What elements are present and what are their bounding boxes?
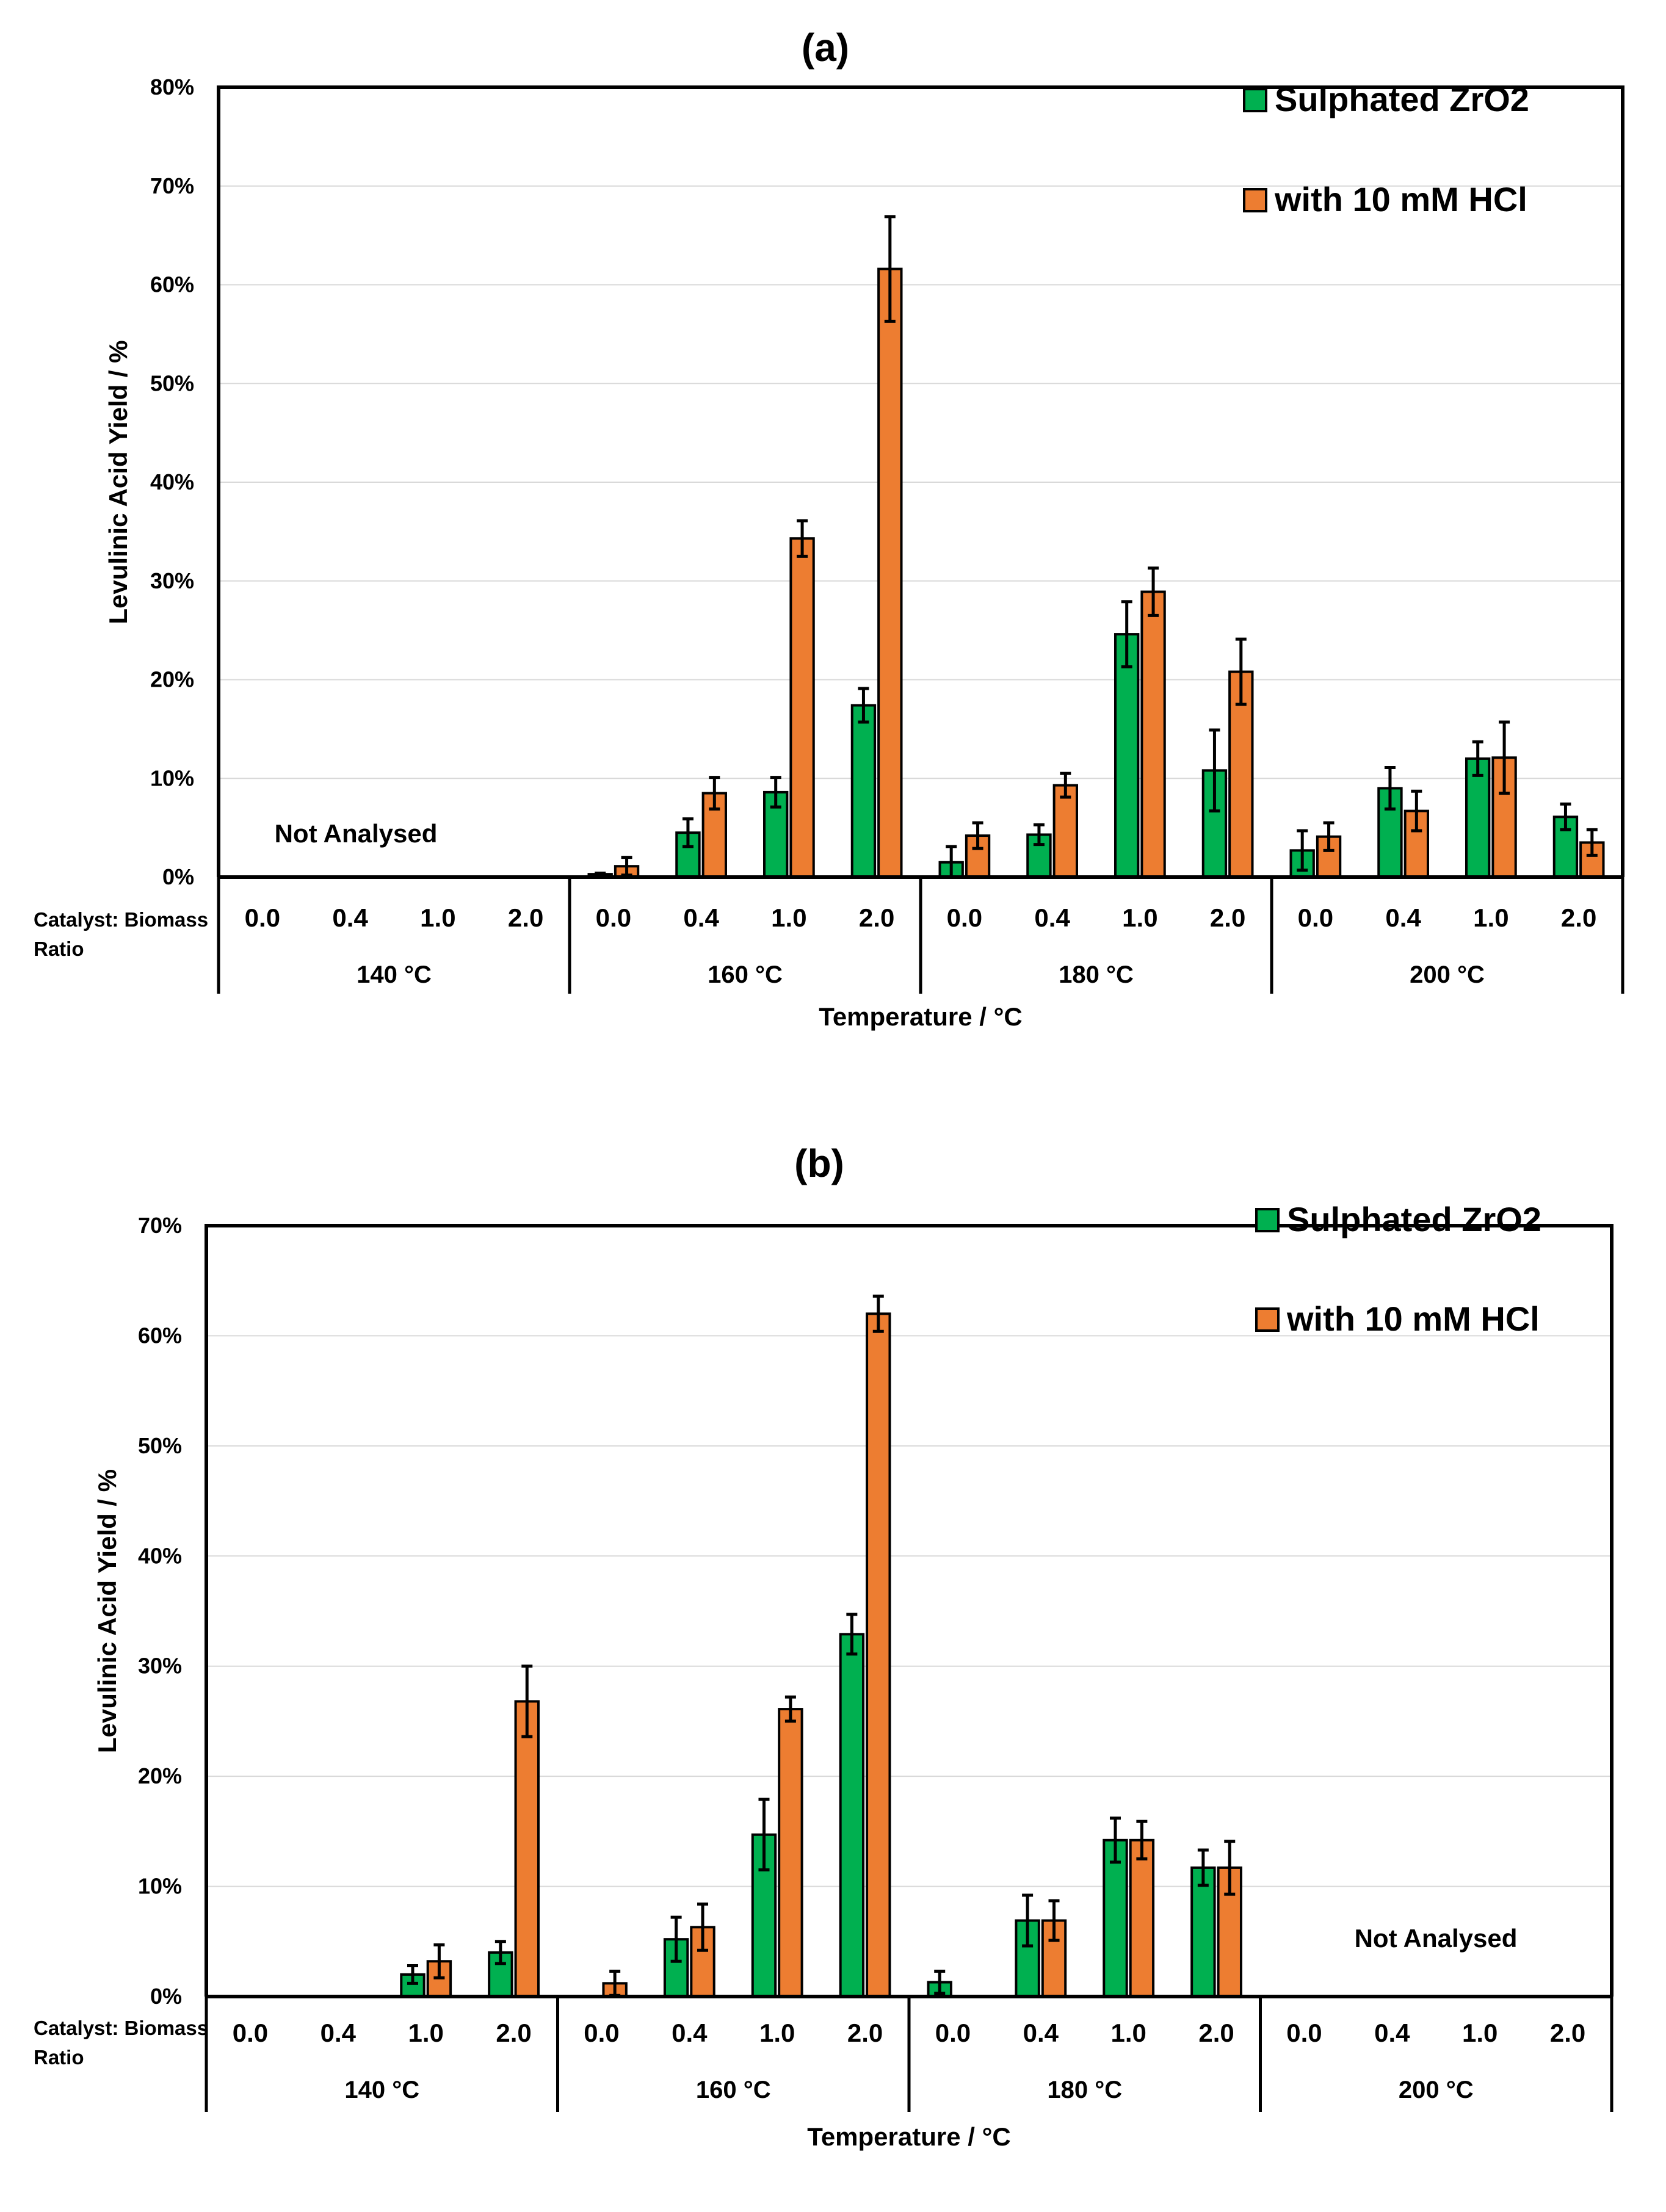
- y-tick-label: 60%: [150, 272, 194, 297]
- y-tick-label: 40%: [138, 1543, 182, 1568]
- bar-hcl-9: [1052, 784, 1078, 879]
- temperature-group-label: 140 °C: [344, 2076, 419, 2103]
- ratio-tick-label: 2.0: [1210, 903, 1245, 932]
- bar-sulphated-zro2-11: [1190, 1866, 1216, 1998]
- y-tick-label: 60%: [138, 1323, 182, 1348]
- ratio-tick-label: 0.4: [683, 903, 719, 932]
- bar-hcl-7: [866, 1312, 891, 1998]
- bar-hcl-7: [877, 267, 903, 878]
- temperature-group-label: 160 °C: [696, 2076, 771, 2103]
- ratio-tick-label: 1.0: [771, 903, 806, 932]
- ratio-tick-label: 1.0: [1473, 903, 1508, 932]
- ratio-tick-label: 0.4: [1023, 2019, 1059, 2047]
- plot-frame: [217, 85, 1624, 877]
- ratio-tick-label: 1.0: [420, 903, 455, 932]
- y-tick-label: 40%: [150, 469, 194, 494]
- y-tick-label: 20%: [138, 1763, 182, 1788]
- ratio-tick-label: 0.4: [1034, 903, 1070, 932]
- y-axis-title: Levulinic Acid Yield / %: [104, 340, 132, 624]
- ratio-tick-label: 0.0: [1298, 903, 1333, 932]
- y-tick-label: 10%: [138, 1874, 182, 1899]
- ratio-tick-label: 0.0: [1286, 2019, 1322, 2047]
- ratio-tick-label: 2.0: [1550, 2019, 1585, 2047]
- y-tick-label: 10%: [150, 765, 194, 790]
- chart-panel-b: (b) 0% 10% 20% 30% 40% 50% 60% 70% 0.0 0.4 1.0 2.0 14…: [34, 1141, 1613, 2151]
- plot-frame: [205, 1224, 1613, 1997]
- y-tick-label: 80%: [150, 74, 194, 99]
- ratio-tick-label: 0.0: [947, 903, 982, 932]
- y-tick-label: 0%: [150, 1984, 182, 2009]
- legend-label: with 10 mM HCl: [1286, 1299, 1540, 1338]
- temperature-group-label: 200 °C: [1410, 961, 1485, 988]
- y-tick-label: 20%: [150, 667, 194, 692]
- ratio-tick-label: 2.0: [508, 903, 543, 932]
- legend-swatch-sulphated-zro2: [1255, 1208, 1280, 1232]
- ratio-tick-label: 0.4: [1374, 2019, 1410, 2047]
- ratio-tick-label: 0.4: [321, 2019, 357, 2047]
- legend-label: Sulphated ZrO2: [1287, 1200, 1541, 1238]
- legend-label: with 10 mM HCl: [1274, 180, 1527, 219]
- ratio-tick-label: 2.0: [1198, 2019, 1234, 2047]
- ratio-tick-label: 2.0: [859, 903, 894, 932]
- bar-hcl-6: [789, 537, 815, 878]
- not-analysed-note: Not Analysed: [1355, 1924, 1518, 1953]
- category-axis-label: Catalyst: Biomass Ratio: [34, 908, 208, 960]
- ratio-tick-label: 0.0: [596, 903, 631, 932]
- ratio-tick-label: 0.4: [332, 903, 368, 932]
- temperature-group-label: 160 °C: [708, 961, 783, 988]
- ratio-tick-label: 1.0: [1110, 2019, 1146, 2047]
- y-tick-label: 30%: [150, 568, 194, 593]
- temperature-group-label: 200 °C: [1399, 2076, 1474, 2103]
- bar-hcl-11: [1228, 670, 1254, 879]
- legend-swatch-sulphated-zro2: [1243, 88, 1267, 112]
- ratio-tick-label: 2.0: [847, 2019, 883, 2047]
- ratio-tick-label: 0.0: [584, 2019, 619, 2047]
- ratio-tick-label: 0.0: [935, 2019, 971, 2047]
- bar-sulphated-zro2-7: [850, 704, 877, 879]
- ratio-tick-label: 0.0: [233, 2019, 268, 2047]
- bar-sulphated-zro2-7: [839, 1633, 865, 1998]
- y-tick-label: 30%: [138, 1654, 182, 1679]
- ratio-tick-label: 1.0: [408, 2019, 443, 2047]
- ratio-tick-label: 0.4: [672, 2019, 708, 2047]
- bar-hcl-3: [514, 1700, 540, 1998]
- chart-panel-a: (a) 0% 10% 20% 30% 40% 50% 60% 70% 80% 0.0 0.4 1.0 2.…: [34, 26, 1624, 1031]
- temperature-group-label: 180 °C: [1047, 2076, 1122, 2103]
- y-tick-label: 50%: [138, 1433, 182, 1458]
- x-axis-title: Temperature / °C: [819, 1002, 1022, 1031]
- category-axis-label: Catalyst: Biomass Ratio: [34, 2017, 208, 2069]
- temperature-group-label: 180 °C: [1059, 961, 1134, 988]
- chart-title: (a): [802, 26, 849, 70]
- chart-title: (b): [794, 1141, 844, 1185]
- x-axis-title: Temperature / °C: [807, 2122, 1010, 2151]
- bar-sulphated-zro2-10: [1114, 633, 1140, 878]
- bar-sulphated-zro2-14: [1465, 757, 1491, 879]
- bar-hcl-10: [1140, 590, 1166, 878]
- ratio-tick-label: 0.4: [1385, 903, 1421, 932]
- not-analysed-note: Not Analysed: [275, 819, 438, 848]
- temperature-group-label: 140 °C: [357, 961, 432, 988]
- ratio-tick-label: 2.0: [496, 2019, 531, 2047]
- y-axis-title: Levulinic Acid Yield / %: [93, 1469, 121, 1753]
- legend-swatch-hcl: [1255, 1307, 1280, 1332]
- y-tick-label: 70%: [138, 1213, 182, 1238]
- y-tick-label: 0%: [162, 864, 194, 889]
- ratio-tick-label: 1.0: [1462, 2019, 1498, 2047]
- ratio-tick-label: 1.0: [759, 2019, 795, 2047]
- bar-hcl-6: [778, 1708, 803, 1998]
- y-tick-label: 50%: [150, 370, 194, 396]
- y-tick-label: 70%: [150, 173, 194, 198]
- ratio-tick-label: 2.0: [1561, 903, 1596, 932]
- legend-swatch-hcl: [1243, 188, 1267, 212]
- bar-hcl-10: [1129, 1838, 1155, 1998]
- legend-label: Sulphated ZrO2: [1275, 80, 1529, 118]
- ratio-tick-label: 0.0: [245, 903, 280, 932]
- ratio-tick-label: 1.0: [1122, 903, 1157, 932]
